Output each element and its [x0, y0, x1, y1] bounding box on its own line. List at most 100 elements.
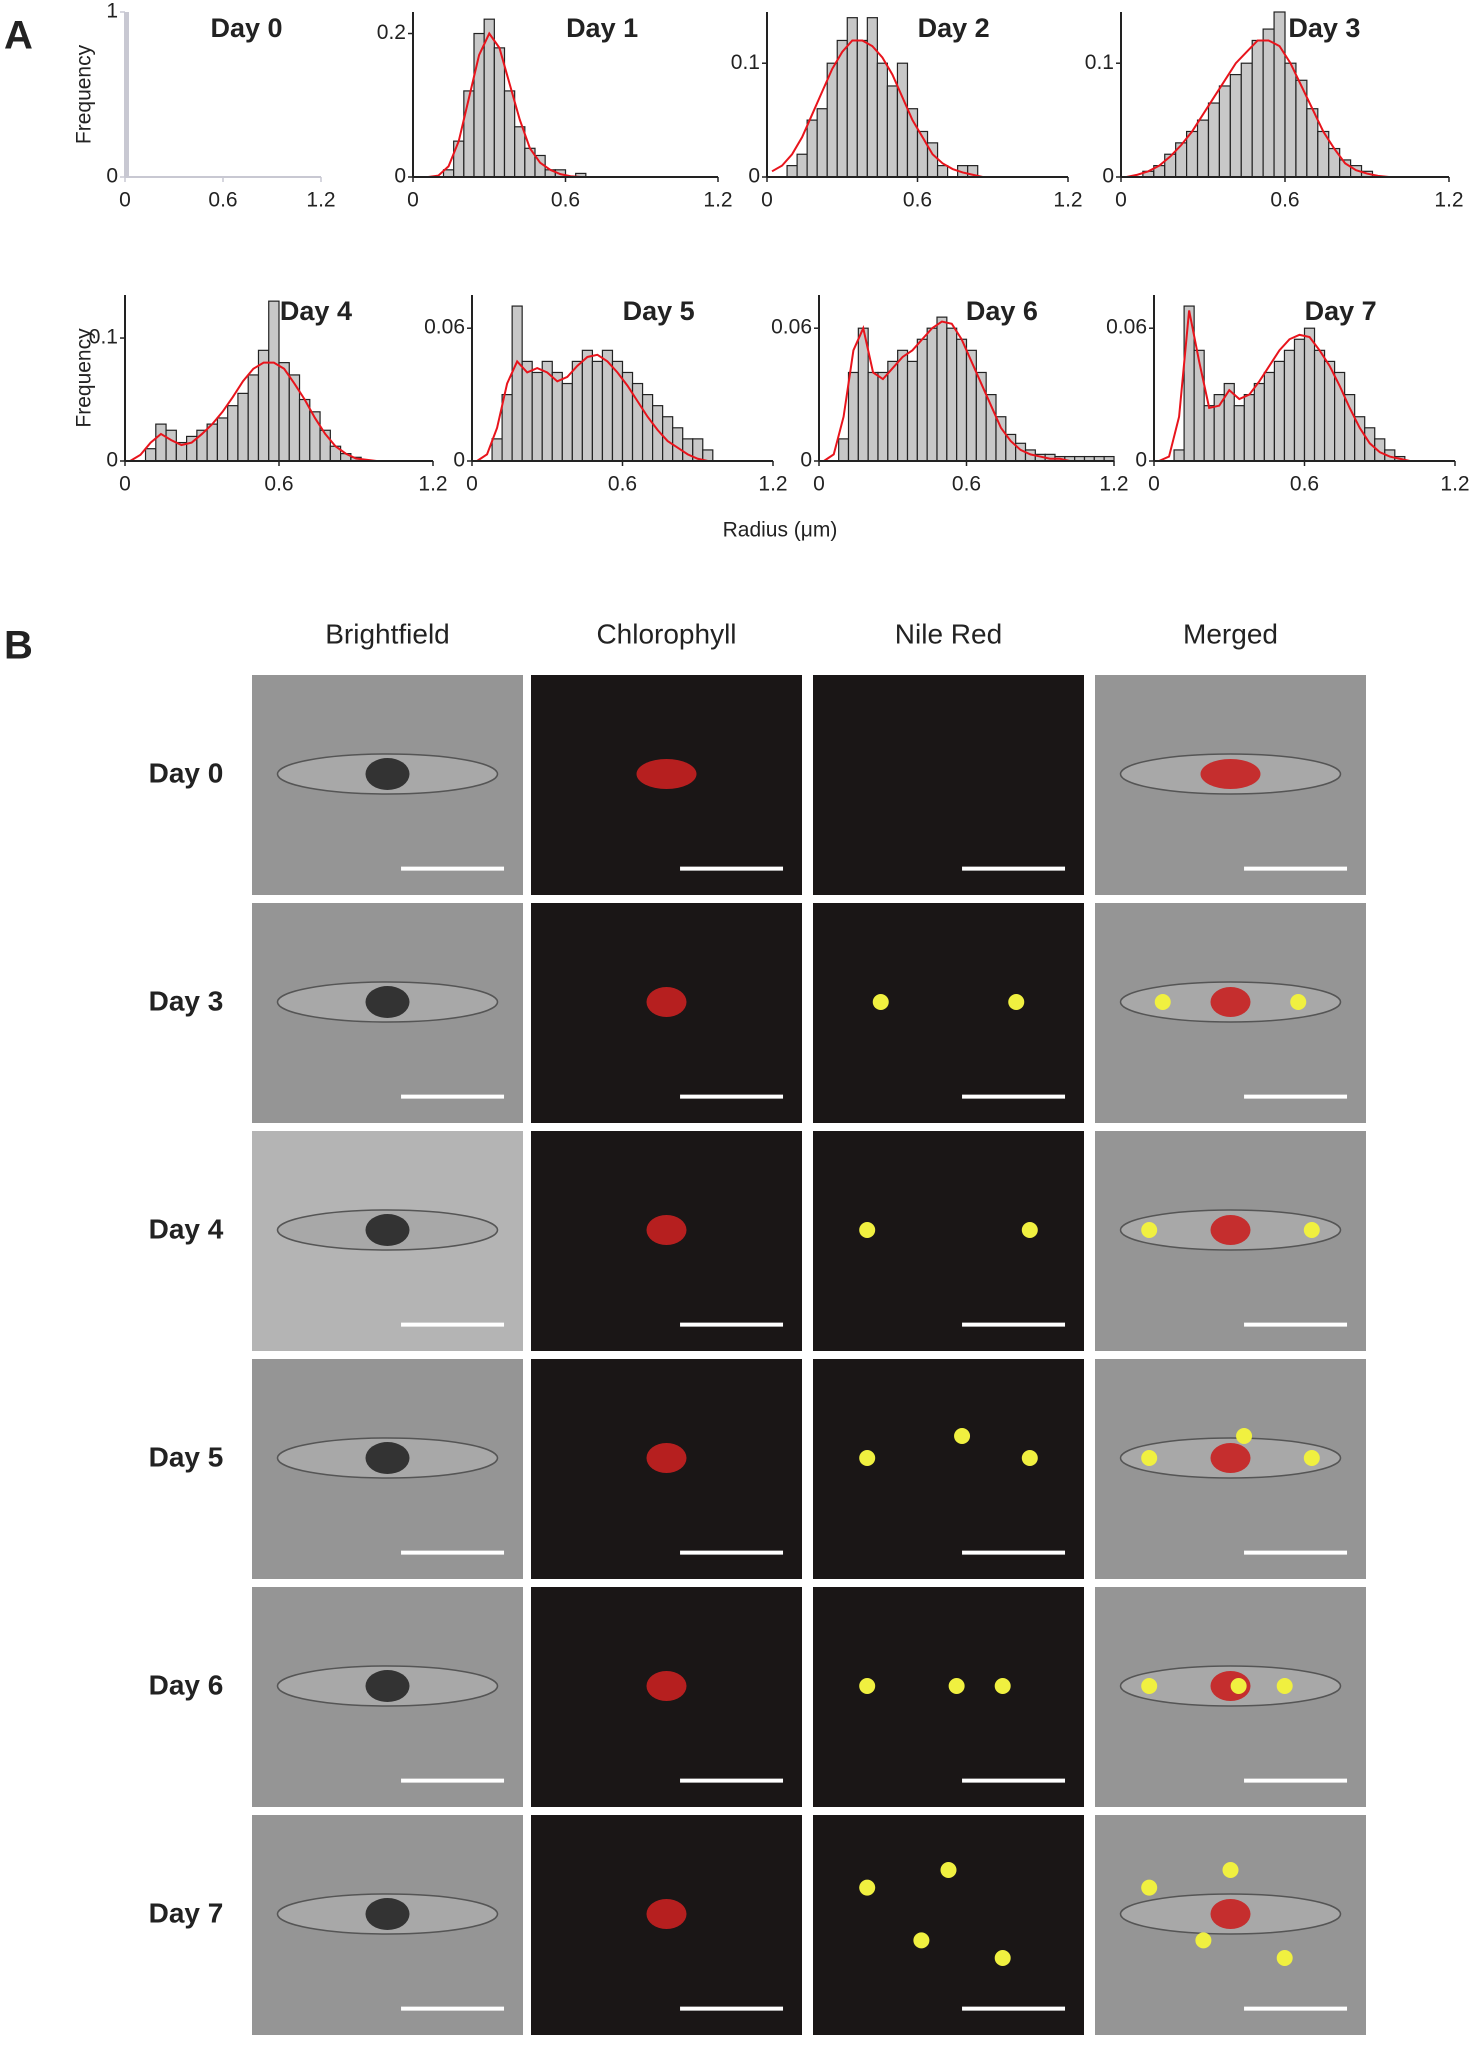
chloroplast — [646, 1215, 687, 1245]
bar — [956, 338, 968, 462]
row-label: Day 0 — [149, 757, 224, 788]
bar — [551, 371, 563, 462]
bar — [591, 360, 604, 462]
chloroplast — [1210, 1899, 1251, 1929]
bar — [796, 153, 808, 178]
chloroplast — [636, 759, 697, 789]
bar — [247, 374, 260, 462]
micrograph — [252, 1131, 523, 1351]
bar — [847, 371, 859, 462]
x-tick-label: 0 — [1115, 189, 1127, 212]
bar — [1354, 416, 1366, 462]
bar — [503, 90, 516, 178]
lipid-droplet — [1290, 994, 1307, 1010]
micrograph — [531, 1359, 802, 1579]
image-tile — [813, 1587, 1084, 1807]
column-header: Brightfield — [325, 618, 450, 649]
y-tick-label: 0.1 — [731, 51, 760, 74]
bar — [1253, 382, 1265, 462]
bar — [581, 349, 593, 462]
lipid-droplet — [1222, 1862, 1239, 1878]
bar — [601, 349, 614, 462]
bar — [1229, 73, 1242, 178]
chart-title: Day 6 — [966, 296, 1038, 326]
lipid-droplet — [1021, 1222, 1038, 1238]
bar — [867, 371, 879, 462]
y-tick-label: 0 — [106, 165, 118, 188]
micrograph — [1095, 1587, 1366, 1807]
micrograph — [813, 903, 1084, 1123]
bar — [511, 305, 523, 462]
row-label: Day 5 — [149, 1441, 224, 1472]
bar — [906, 360, 918, 462]
panel-label: A — [4, 14, 33, 58]
micrograph — [252, 1359, 523, 1579]
micrograph — [1095, 675, 1366, 895]
bar — [682, 438, 694, 462]
bar — [531, 371, 543, 462]
bar — [453, 140, 465, 178]
x-tick-label: 0.6 — [903, 189, 932, 212]
bar — [995, 416, 1007, 462]
x-tick-label: 0 — [119, 473, 131, 496]
bar — [896, 62, 909, 178]
bar — [838, 438, 850, 462]
x-tick-label: 1.2 — [306, 189, 335, 212]
x-tick-label: 0 — [813, 473, 825, 496]
lipid-droplet — [940, 1862, 957, 1878]
y-axis-label: Frequency — [73, 328, 96, 428]
lipid-droplet — [1141, 1879, 1158, 1896]
bar — [1185, 130, 1199, 178]
row-label: Day 7 — [149, 1897, 224, 1928]
bar — [493, 47, 506, 178]
lipid-droplet — [1141, 1450, 1158, 1466]
image-tile — [813, 675, 1084, 895]
y-tick-label: 0 — [106, 449, 118, 472]
bar — [786, 165, 798, 178]
chloroplast — [1210, 1215, 1251, 1245]
bar — [1240, 62, 1253, 178]
row-label: Day 6 — [149, 1669, 224, 1700]
lipid-droplet — [859, 1879, 876, 1896]
x-tick-label: 0 — [407, 189, 419, 212]
chart-title: Day 1 — [566, 13, 638, 43]
bar — [1193, 349, 1205, 462]
bar — [1207, 102, 1221, 178]
bar — [856, 39, 868, 178]
bar — [916, 338, 928, 462]
x-tick-label: 0.6 — [608, 473, 637, 496]
bar — [887, 360, 899, 462]
bar — [1283, 349, 1296, 462]
bar — [836, 39, 848, 178]
bar — [1262, 28, 1275, 178]
chart-title: Day 4 — [280, 296, 352, 326]
fit-curve — [823, 320, 1110, 462]
chloroplast — [1210, 1443, 1251, 1473]
chloroplast — [646, 1443, 687, 1473]
chloroplast — [365, 1442, 410, 1474]
bar — [571, 360, 583, 462]
chloroplast — [365, 1670, 410, 1702]
bar — [463, 90, 475, 178]
bar — [1284, 62, 1297, 178]
y-axis-label: Frequency — [73, 44, 96, 144]
bar — [1273, 360, 1286, 462]
x-tick-label: 0 — [761, 189, 773, 212]
bar — [501, 394, 513, 462]
column-header: Nile Red — [895, 618, 1002, 649]
lipid-droplet — [1236, 1428, 1253, 1444]
x-tick-label: 1.2 — [703, 189, 732, 212]
bar — [946, 327, 958, 462]
bar — [936, 165, 949, 178]
lipid-droplet — [1230, 1678, 1247, 1694]
row-label: Day 3 — [149, 985, 224, 1016]
micrograph — [531, 1131, 802, 1351]
bar — [897, 349, 909, 462]
micrograph — [531, 675, 802, 895]
bar — [1196, 119, 1210, 178]
y-tick-label: 0.06 — [771, 316, 812, 339]
bar — [1251, 39, 1264, 178]
bar — [514, 126, 526, 178]
bar — [806, 119, 818, 178]
bar — [1313, 349, 1326, 462]
